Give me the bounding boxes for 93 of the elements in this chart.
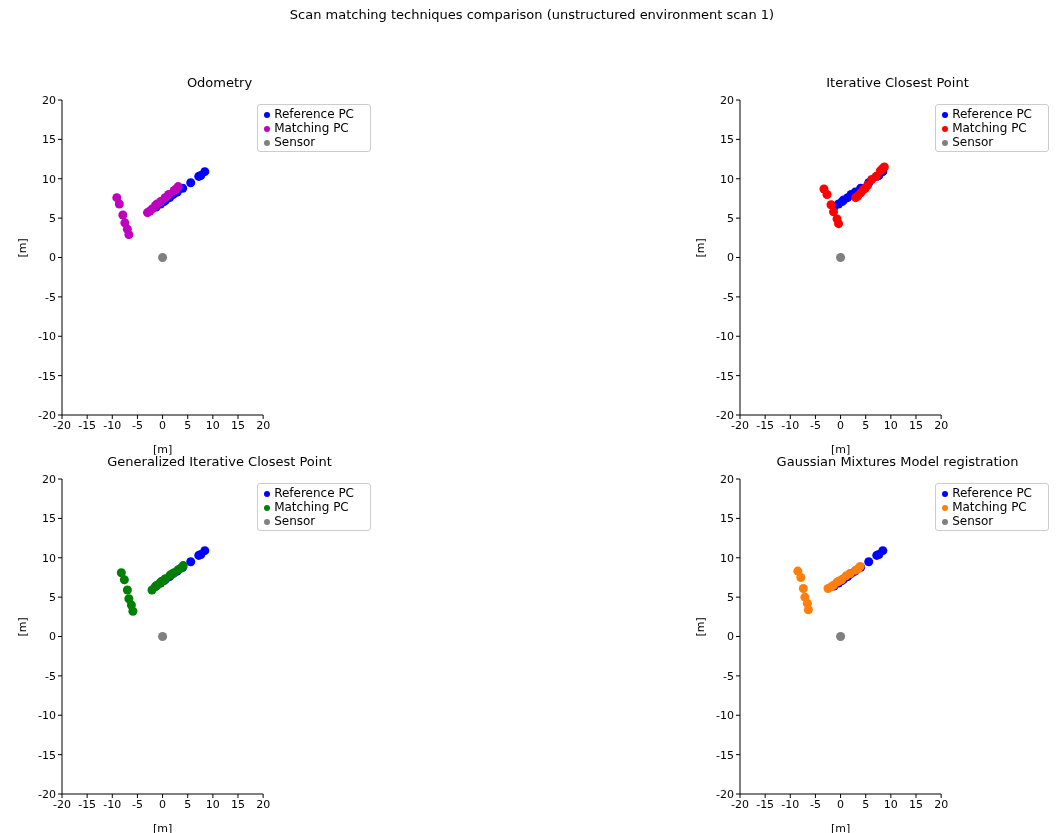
x-tick-label: -5	[809, 797, 821, 811]
x-tick-label: -15	[756, 418, 775, 432]
y-tick-label: -15	[716, 748, 734, 762]
x-tick-label: 5	[862, 418, 870, 432]
x-tick-label: -5	[809, 418, 821, 432]
y-tick-label: 15	[720, 133, 734, 147]
y-tick-label: 0	[727, 630, 734, 644]
y-tick-label: -5	[723, 290, 734, 304]
legend-label: Matching PC	[952, 121, 1027, 135]
x-tick-label: 10	[883, 418, 898, 432]
x-tick-label: 0	[159, 418, 167, 432]
legend-label: Sensor	[274, 514, 316, 528]
x-tick-label: -5	[131, 418, 143, 432]
y-tick-label: -20	[38, 787, 56, 801]
x-tick-label: 20	[256, 797, 271, 811]
y-tick-label: 0	[49, 251, 56, 265]
y-axis-title: [m]	[15, 617, 29, 637]
x-tick-label: -15	[78, 797, 97, 811]
chart-title: Generalized Iterative Closest Point	[106, 454, 333, 471]
y-tick-label: 5	[727, 212, 734, 226]
x-tick-label: -15	[78, 418, 97, 432]
x-tick-label: -15	[756, 797, 775, 811]
legend-label: Sensor	[274, 135, 316, 149]
text: Scan matching techniques comparison (unstructured environment scan 1)	[288, 7, 776, 22]
chart-title: Odometry	[185, 75, 254, 92]
y-tick-label: 15	[42, 133, 56, 147]
y-tick-label: -15	[38, 369, 56, 383]
y-tick-label: 20	[720, 472, 734, 486]
x-axis-title: [m]	[830, 443, 851, 456]
x-tick-label: 0	[837, 418, 845, 432]
y-tick-label: -10	[38, 330, 56, 344]
y-tick-label: 10	[42, 172, 56, 186]
legend-label: Sensor	[952, 135, 994, 149]
y-tick-label: -20	[716, 408, 734, 422]
y-tick-label: -10	[716, 330, 734, 344]
y-tick-label: -15	[716, 369, 734, 383]
y-axis-title: [m]	[693, 617, 707, 637]
legend-label: Reference PC	[952, 486, 1032, 500]
x-tick-label: 20	[256, 418, 271, 432]
y-tick-label: 10	[42, 551, 56, 565]
x-tick-label: 0	[837, 797, 845, 811]
x-tick-label: 5	[862, 797, 870, 811]
y-tick-label: 10	[720, 172, 734, 186]
legend-label: Reference PC	[274, 107, 354, 121]
x-axis-title: [m]	[152, 443, 173, 456]
chart-title: Iterative Closest Point	[825, 75, 970, 92]
x-tick-label: 20	[934, 797, 949, 811]
y-axis-title: [m]	[15, 238, 29, 258]
legend-label: Reference PC	[274, 486, 354, 500]
y-tick-label: 20	[42, 93, 56, 107]
x-tick-label: 10	[205, 797, 220, 811]
legend-label: Matching PC	[952, 500, 1027, 514]
y-tick-label: 15	[720, 512, 734, 526]
y-axis-title: [m]	[693, 238, 707, 258]
y-tick-label: 0	[727, 251, 734, 265]
y-tick-label: -20	[716, 787, 734, 801]
y-tick-label: 20	[720, 93, 734, 107]
x-tick-label: -10	[781, 418, 800, 432]
y-tick-label: 0	[49, 630, 56, 644]
y-tick-label: -5	[723, 669, 734, 683]
legend-label: Matching PC	[274, 121, 349, 135]
x-tick-label: 10	[883, 797, 898, 811]
x-axis-title: [m]	[152, 822, 173, 833]
x-tick-label: 5	[184, 797, 192, 811]
x-tick-label: 5	[184, 418, 192, 432]
y-tick-label: 20	[42, 472, 56, 486]
y-tick-label: 5	[49, 591, 56, 605]
y-tick-label: 5	[727, 591, 734, 605]
y-tick-label: -5	[45, 669, 56, 683]
y-tick-label: -10	[716, 709, 734, 723]
x-tick-label: 15	[909, 797, 923, 811]
legend-label: Matching PC	[274, 500, 349, 514]
x-tick-label: -10	[103, 797, 122, 811]
x-tick-label: 20	[934, 418, 949, 432]
x-tick-label: 0	[159, 797, 167, 811]
x-tick-label: 15	[231, 797, 245, 811]
x-tick-label: 15	[231, 418, 245, 432]
x-tick-label: 10	[205, 418, 220, 432]
y-tick-label: 10	[720, 551, 734, 565]
y-tick-label: -20	[38, 408, 56, 422]
y-tick-label: -15	[38, 748, 56, 762]
x-tick-label: 15	[909, 418, 923, 432]
y-tick-label: -5	[45, 290, 56, 304]
y-tick-label: -10	[38, 709, 56, 723]
y-tick-label: 5	[49, 212, 56, 226]
x-tick-label: -10	[103, 418, 122, 432]
x-tick-label: -10	[781, 797, 800, 811]
legend-label: Sensor	[952, 514, 994, 528]
x-tick-label: -5	[131, 797, 143, 811]
legend-label: Reference PC	[952, 107, 1032, 121]
x-axis-title: [m]	[830, 822, 851, 833]
chart-title: Gaussian Mixtures Model registration	[775, 454, 1020, 471]
y-tick-label: 15	[42, 512, 56, 526]
